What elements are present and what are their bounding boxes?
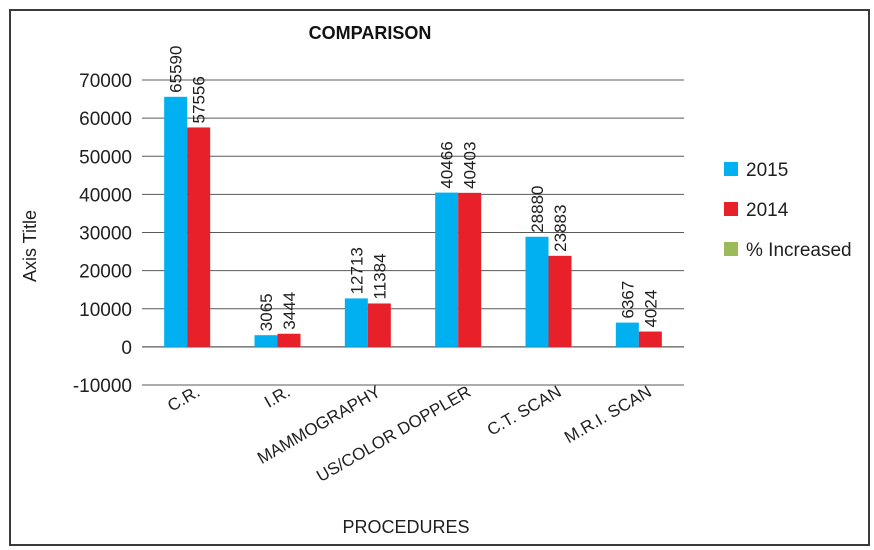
bar-2014-1 [277, 333, 301, 347]
bar-2014-4 [548, 255, 572, 347]
bar-2015-0 [164, 96, 188, 347]
x-category-label: I.R. [261, 382, 293, 412]
y-tick-label: 20000 [79, 262, 132, 283]
data-label: 3444 [280, 292, 299, 330]
data-label: 57556 [190, 76, 209, 123]
bar-2014-2 [367, 303, 391, 347]
x-category-label: C.T. SCAN [484, 382, 565, 440]
bar-2014-3 [458, 192, 482, 347]
x-category-label: C.R. [164, 382, 203, 415]
y-tick-label: -10000 [73, 376, 132, 397]
y-tick-label: 70000 [79, 71, 132, 92]
data-label: 40466 [438, 141, 457, 188]
data-label: 28880 [528, 185, 547, 232]
data-label: 4024 [641, 290, 660, 328]
legend-label: 2015 [746, 160, 788, 181]
x-axis-title: PROCEDURES [342, 517, 469, 537]
legend-swatch [724, 202, 738, 216]
bar-2014-5 [638, 331, 662, 347]
y-axis-title: Axis Title [20, 210, 40, 282]
bar-2015-2 [344, 298, 368, 347]
bar-2015-1 [254, 335, 278, 347]
y-tick-label: 40000 [79, 185, 132, 206]
x-category-label: M.R.I. SCAN [561, 382, 655, 447]
y-tick-label: 50000 [79, 147, 132, 168]
legend-label: 2014 [746, 200, 789, 221]
x-category-label: US/COLOR DOPPLER [313, 382, 474, 486]
data-label: 23883 [551, 205, 570, 252]
data-label: 3065 [257, 293, 276, 331]
data-label: 11384 [370, 253, 389, 299]
legend: 2015 2014 % Increased [724, 160, 852, 261]
legend-swatch [724, 162, 738, 176]
bars [164, 96, 662, 347]
bar-chart: COMPARISON -10000 0 10000 20000 30000 40000 50… [20, 23, 852, 537]
y-tick-label: 0 [121, 338, 132, 359]
y-axis-ticks: -10000 0 10000 20000 30000 40000 50000 60000 700… [73, 71, 132, 397]
data-label: 40403 [461, 142, 480, 189]
data-label: 12713 [347, 247, 366, 294]
legend-label: % Increased [746, 240, 852, 261]
gridlines [142, 79, 684, 386]
chart-title: COMPARISON [309, 23, 432, 43]
chart-frame: COMPARISON -10000 0 10000 20000 30000 40000 50… [9, 9, 870, 546]
data-label: 6367 [618, 281, 637, 319]
bar-2015-4 [525, 236, 549, 347]
data-label: 65590 [167, 46, 186, 93]
legend-swatch [724, 242, 738, 256]
bar-2015-5 [615, 322, 639, 347]
y-tick-label: 10000 [79, 300, 132, 321]
y-tick-label: 60000 [79, 109, 132, 130]
bar-2014-0 [187, 127, 211, 347]
bar-2015-3 [435, 192, 459, 347]
y-tick-label: 30000 [79, 224, 132, 245]
